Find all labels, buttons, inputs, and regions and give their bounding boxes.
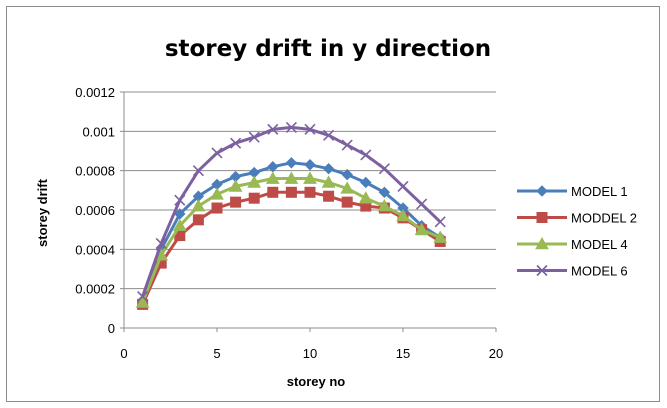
data-point <box>378 186 391 199</box>
y-tick-label: 0 <box>108 321 115 336</box>
data-point <box>210 187 224 200</box>
data-point <box>341 168 353 181</box>
legend: MODEL 1 MODDEL 2 MODEL 4 MODEL 6 <box>517 184 637 279</box>
data-point <box>135 295 150 308</box>
y-tick-label: 0.0008 <box>75 164 115 179</box>
x-tick-label: 15 <box>396 346 410 361</box>
data-point <box>285 186 297 198</box>
data-point <box>303 171 317 184</box>
legend-marker <box>535 236 549 250</box>
legend-item-1: MODEL 1 <box>517 184 628 199</box>
x-tick-label: 10 <box>303 346 317 361</box>
data-point <box>247 175 262 188</box>
data-point <box>211 202 223 214</box>
axes <box>120 91 497 332</box>
data-point <box>211 147 223 159</box>
y-tick-label: 0.0004 <box>75 242 115 257</box>
data-point <box>340 181 355 194</box>
data-point <box>174 194 186 206</box>
data-point <box>284 171 299 184</box>
data-point <box>358 191 373 204</box>
data-point <box>137 290 149 303</box>
legend-label: MODEL 6 <box>571 264 628 279</box>
y-axis-title: storey drift <box>35 178 50 247</box>
legend-label: MODEL 1 <box>571 184 628 199</box>
data-point <box>341 196 353 208</box>
data-point <box>434 216 446 228</box>
data-point <box>433 230 448 243</box>
data-point <box>396 208 410 222</box>
data-point <box>155 237 167 249</box>
data-point <box>341 139 353 151</box>
data-point <box>248 192 260 204</box>
x-tick-label: 5 <box>213 346 220 361</box>
x-tick-label: 0 <box>120 346 127 361</box>
legend-marker <box>536 185 548 197</box>
data-point <box>377 199 392 212</box>
data-point <box>228 179 243 192</box>
data-point <box>265 171 280 184</box>
data-point <box>248 131 260 143</box>
data-point <box>230 196 242 208</box>
data-point <box>230 137 242 149</box>
y-tick-label: 0.0012 <box>75 85 115 100</box>
data-point <box>416 198 428 210</box>
legend-label: MODEL 4 <box>571 237 628 252</box>
data-point <box>267 186 279 198</box>
data-point <box>304 159 316 171</box>
legend-item-3: MODEL 4 <box>517 236 628 252</box>
chart-area <box>6 6 660 402</box>
series-3 <box>135 171 448 308</box>
legend-marker <box>536 264 548 277</box>
data-point <box>360 176 372 189</box>
series-line <box>141 190 442 306</box>
series-4 <box>137 121 446 303</box>
y-tick-label: 0.001 <box>82 124 115 139</box>
data-point <box>285 157 298 169</box>
data-point <box>267 123 279 135</box>
legend-marker <box>536 212 548 223</box>
legend-label: MODDEL 2 <box>571 211 637 226</box>
data-point <box>322 162 335 175</box>
legend-item-2: MODDEL 2 <box>517 211 637 226</box>
x-tick-label: 20 <box>489 346 503 361</box>
x-axis-title: storey no <box>287 374 346 389</box>
x-axis-tick-labels: 0 5 10 15 20 <box>120 346 503 361</box>
data-point <box>397 180 409 192</box>
y-tick-label: 0.0002 <box>75 282 115 297</box>
data-point <box>192 165 204 177</box>
series-group <box>135 121 448 310</box>
chart-title: storey drift in y direction <box>165 36 491 62</box>
y-tick-label: 0.0006 <box>75 203 115 218</box>
data-point <box>323 190 335 202</box>
data-point <box>378 163 390 175</box>
data-point <box>321 175 336 188</box>
y-axis-tick-labels: 0 0.0002 0.0004 0.0006 0.0008 0.001 0.0012 <box>75 85 115 336</box>
data-point <box>304 186 316 198</box>
data-point <box>285 121 297 133</box>
data-point <box>191 199 206 212</box>
data-point <box>192 214 204 226</box>
legend-item-4: MODEL 6 <box>517 264 628 279</box>
data-point <box>304 123 316 135</box>
data-point <box>360 149 372 161</box>
data-point <box>172 218 187 232</box>
data-point <box>414 222 429 235</box>
data-point <box>323 129 335 141</box>
